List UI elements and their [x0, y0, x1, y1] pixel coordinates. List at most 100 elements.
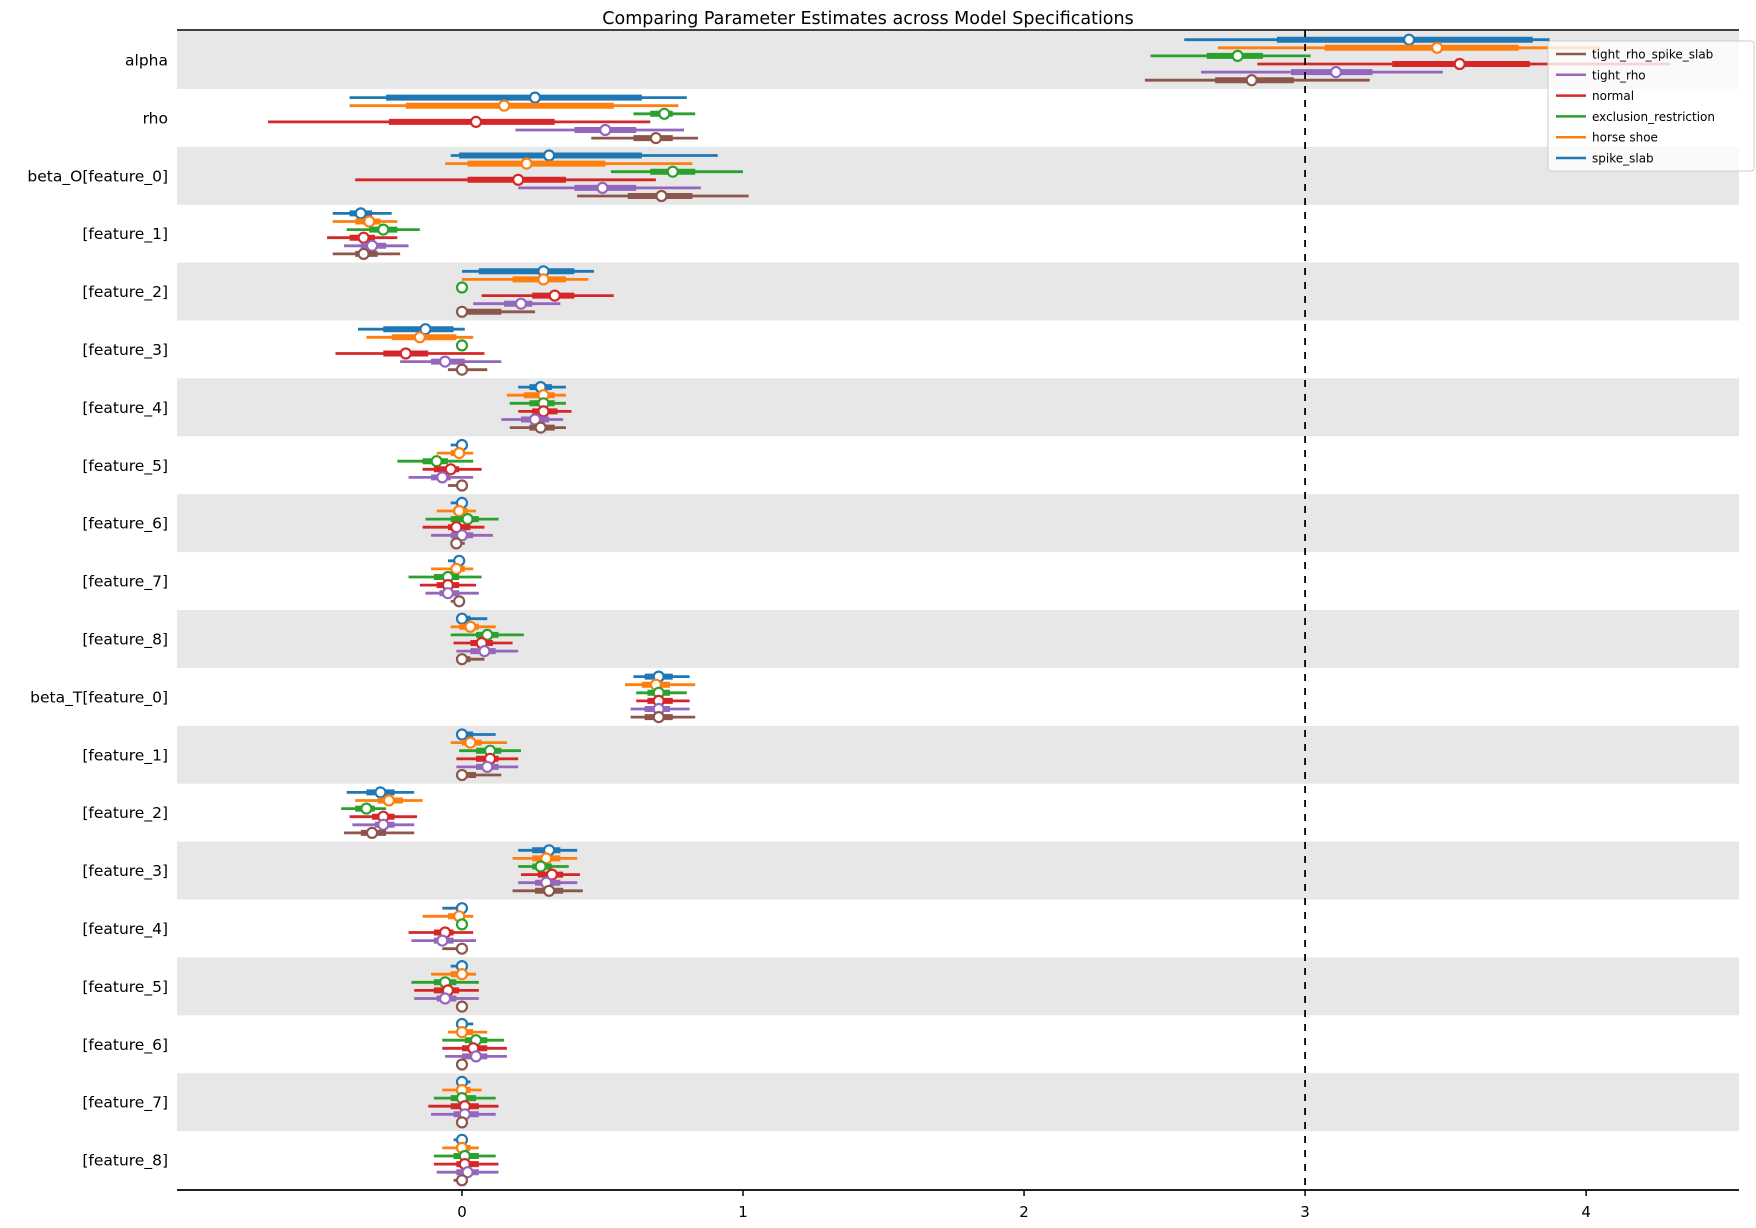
row-band — [177, 725, 1739, 784]
row-band — [177, 378, 1739, 437]
point-estimate-tight_rho — [377, 818, 390, 831]
y-tick-label: [feature_2] — [82, 283, 168, 302]
y-tick-label: [feature_7] — [82, 573, 168, 592]
point-estimate-horse shoe — [453, 504, 466, 518]
point-estimate-horse shoe — [537, 273, 550, 286]
row-band — [177, 1073, 1739, 1132]
y-tick-label: [feature_4] — [82, 399, 168, 418]
point-estimate-tight_rho_spike_slab — [455, 1116, 469, 1129]
point-estimate-spike_slab — [455, 728, 469, 741]
point-estimate-tight_rho_spike_slab — [542, 884, 556, 897]
point-estimate-tight_rho — [455, 529, 469, 542]
x-tick-label: 2 — [1019, 1203, 1029, 1221]
point-estimate-spike_slab — [354, 207, 367, 220]
point-estimate-horse shoe — [455, 1025, 469, 1039]
point-estimate-tight_rho — [528, 413, 542, 426]
point-estimate-tight_rho — [1329, 65, 1343, 79]
y-tick-label: rho — [143, 109, 168, 127]
point-estimate-exclusion_restriction — [377, 223, 390, 236]
point-estimate-exclusion_restriction — [666, 165, 679, 178]
point-estimate-tight_rho_spike_slab — [450, 537, 463, 550]
point-estimate-spike_slab — [1402, 33, 1416, 46]
y-tick-label: [feature_1] — [82, 746, 168, 765]
point-estimate-tight_rho_spike_slab — [534, 421, 547, 434]
y-tick-label: [feature_8] — [82, 1152, 168, 1171]
point-estimate-spike_slab — [542, 149, 556, 162]
point-estimate-horse shoe — [520, 157, 533, 170]
point-estimate-tight_rho — [441, 587, 455, 600]
point-estimate-tight_rho_spike_slab — [1245, 74, 1258, 87]
point-estimate-exclusion_restriction — [481, 628, 494, 642]
point-estimate-horse shoe — [1431, 41, 1444, 54]
row-band — [177, 957, 1739, 1016]
point-estimate-horse shoe — [450, 562, 463, 576]
row-band — [177, 610, 1739, 668]
y-tick-label: beta_T[feature_0] — [30, 688, 168, 707]
legend-label: spike_slab — [1592, 152, 1654, 166]
point-estimate-tight_rho_spike_slab — [455, 1000, 469, 1013]
point-estimate-normal — [537, 405, 550, 418]
point-estimate-horse shoe — [464, 620, 477, 633]
point-estimate-exclusion_restriction — [534, 860, 547, 873]
x-tick-label: 0 — [457, 1203, 467, 1221]
point-estimate-tight_rho — [599, 123, 612, 137]
legend-box — [1547, 40, 1755, 172]
row-band — [177, 262, 1739, 321]
point-estimate-exclusion_restriction — [455, 339, 469, 352]
point-estimate-spike_slab — [374, 786, 387, 799]
point-estimate-tight_rho_spike_slab — [455, 768, 469, 782]
point-estimate-spike_slab — [419, 323, 432, 336]
point-estimate-tight_rho — [365, 239, 379, 252]
point-estimate-tight_rho_spike_slab — [455, 363, 469, 376]
point-estimate-tight_rho — [514, 297, 528, 310]
point-estimate-tight_rho_spike_slab — [453, 595, 466, 608]
point-estimate-horse shoe — [464, 736, 477, 749]
point-estimate-tight_rho — [469, 1050, 483, 1063]
legend-label: exclusion_restriction — [1592, 110, 1715, 124]
y-tick-label: [feature_2] — [82, 804, 168, 823]
row-band — [177, 146, 1739, 205]
point-estimate-normal — [450, 521, 463, 534]
point-estimate-tight_rho_spike_slab — [455, 942, 469, 955]
point-estimate-spike_slab — [455, 612, 469, 625]
point-estimate-tight_rho_spike_slab — [655, 189, 668, 203]
point-estimate-tight_rho_spike_slab — [649, 132, 662, 145]
point-estimate-tight_rho_spike_slab — [455, 479, 469, 492]
point-estimate-tight_rho — [461, 1166, 474, 1179]
point-estimate-spike_slab — [528, 91, 542, 104]
legend-label: horse shoe — [1592, 131, 1658, 145]
point-estimate-tight_rho_spike_slab — [357, 247, 370, 260]
point-estimate-normal — [545, 868, 559, 881]
point-estimate-normal — [1453, 57, 1466, 71]
point-estimate-horse shoe — [382, 794, 396, 807]
point-estimate-tight_rho_spike_slab — [455, 1058, 469, 1071]
y-tick-label: [feature_8] — [82, 630, 168, 649]
point-estimate-horse shoe — [413, 331, 426, 344]
x-tick-label: 3 — [1300, 1203, 1310, 1221]
y-tick-label: [feature_5] — [82, 978, 168, 997]
legend-label: normal — [1592, 89, 1634, 103]
point-estimate-tight_rho — [436, 934, 449, 947]
point-estimate-exclusion_restriction — [360, 802, 373, 815]
point-estimate-normal — [469, 115, 483, 129]
point-estimate-exclusion_restriction — [461, 512, 474, 526]
point-estimate-tight_rho — [436, 471, 449, 484]
point-estimate-horse shoe — [498, 99, 511, 112]
point-estimate-tight_rho — [478, 644, 491, 658]
legend-label: tight_rho_spike_slab — [1592, 48, 1713, 62]
point-estimate-normal — [512, 173, 525, 186]
y-tick-label: [feature_6] — [82, 1036, 168, 1055]
point-estimate-tight_rho_spike_slab — [652, 710, 665, 724]
point-estimate-exclusion_restriction — [455, 918, 469, 931]
point-estimate-exclusion_restriction — [1231, 49, 1244, 63]
point-estimate-exclusion_restriction — [455, 281, 469, 294]
y-tick-label: [feature_7] — [82, 1094, 168, 1113]
point-estimate-horse shoe — [540, 852, 553, 865]
y-tick-label: [feature_6] — [82, 515, 168, 534]
point-estimate-tight_rho — [481, 760, 494, 774]
point-estimate-tight_rho — [596, 181, 609, 194]
chart-title: Comparing Parameter Estimates across Mod… — [602, 9, 1133, 29]
point-estimate-tight_rho_spike_slab — [365, 826, 379, 840]
point-estimate-tight_rho — [439, 992, 452, 1005]
